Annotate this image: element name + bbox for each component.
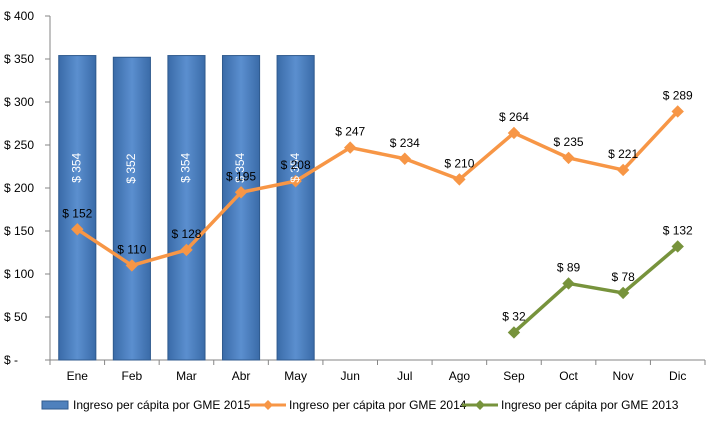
point-data-label: $ 152 <box>62 206 92 220</box>
data-point-marker <box>671 105 684 118</box>
bar-data-label: $ 354 <box>179 152 193 182</box>
bar-data-label: $ 354 <box>69 152 83 182</box>
x-tick-label: Ago <box>449 369 471 383</box>
data-point-marker <box>344 141 357 154</box>
data-point-marker <box>289 174 302 188</box>
y-tick-label: $ 400 <box>4 9 34 23</box>
legend: Ingreso per cápita por GME 2015 Ingreso p… <box>41 398 679 412</box>
data-point-marker <box>234 186 248 199</box>
x-tick-label: Mar <box>176 369 197 383</box>
x-tick-label: Jul <box>397 369 412 383</box>
x-tick-label: Sep <box>503 369 525 383</box>
series-line <box>76 110 679 268</box>
data-point-marker <box>453 173 466 186</box>
axes-group: $ - $ 50 $ 100 $ 150 $ 200 $ 250 $ 300 $ 350 $ 4… <box>4 9 706 383</box>
y-tick-label: $ 300 <box>4 95 34 109</box>
y-tick-label: $ 200 <box>4 181 34 195</box>
y-tick-label: $ 50 <box>4 310 28 324</box>
point-data-label: $ 78 <box>611 270 635 284</box>
data-point-marker <box>507 326 521 339</box>
x-tick-label: Feb <box>122 369 143 383</box>
data-point-marker <box>616 286 630 300</box>
bar <box>276 55 315 361</box>
legend-label: Ingreso per cápita por GME 2014 <box>289 398 467 412</box>
bar-data-label: $ 354 <box>288 152 302 182</box>
bar <box>58 55 97 361</box>
point-data-label: $ 235 <box>554 135 584 149</box>
bar <box>167 55 206 361</box>
point-data-label: $ 221 <box>608 147 638 161</box>
data-point-marker <box>507 126 521 140</box>
lines-group <box>71 105 684 339</box>
y-tick-label: $ 150 <box>4 224 34 238</box>
bars-group <box>58 55 315 361</box>
legend-swatch-marker <box>475 400 485 410</box>
y-tick-label: $ - <box>4 353 18 367</box>
data-point-marker <box>616 163 630 177</box>
point-data-label: $ 132 <box>663 223 693 237</box>
y-tick-label: $ 100 <box>4 267 34 281</box>
data-point-marker <box>398 152 411 165</box>
point-data-label: $ 210 <box>444 156 474 170</box>
data-point-marker <box>671 240 684 253</box>
point-data-label: $ 264 <box>499 110 529 124</box>
y-tick-label: $ 350 <box>4 52 34 66</box>
data-point-marker <box>180 243 193 257</box>
x-tick-label: Dic <box>669 369 686 383</box>
point-data-label: $ 289 <box>663 88 693 102</box>
legend-label: Ingreso per cápita por GME 2013 <box>501 398 679 412</box>
legend-swatch-bar <box>41 400 69 410</box>
legend-swatch-marker <box>263 400 273 410</box>
point-data-label: $ 234 <box>390 136 420 150</box>
point-data-label: $ 247 <box>335 125 365 139</box>
x-tick-label: Oct <box>559 369 578 383</box>
data-labels-group: $ 354 $ 352 $ 354 $ 354 $ 354 $ 152 $ 110 $ 128… <box>62 88 693 323</box>
x-tick-label: May <box>284 369 307 383</box>
legend-label: Ingreso per cápita por GME 2015 <box>73 398 251 412</box>
bar-data-label: $ 352 <box>124 153 138 183</box>
point-data-label: $ 32 <box>502 309 526 323</box>
series-line <box>512 245 679 334</box>
bar-data-label: $ 354 <box>233 152 247 182</box>
point-data-label: $ 89 <box>557 260 581 274</box>
point-data-label: $ 195 <box>226 169 256 183</box>
x-tick-label: Nov <box>612 369 633 383</box>
point-data-label: $ 208 <box>281 158 311 172</box>
data-point-marker <box>562 151 575 165</box>
data-point-marker <box>125 259 139 272</box>
data-point-marker <box>71 223 84 236</box>
y-tick-label: $ 250 <box>4 138 34 152</box>
x-tick-label: Jun <box>341 369 360 383</box>
point-data-label: $ 110 <box>117 242 146 256</box>
x-tick-label: Abr <box>232 369 251 383</box>
bar <box>112 56 151 361</box>
data-point-marker <box>562 277 575 290</box>
point-data-label: $ 128 <box>171 227 201 241</box>
x-tick-label: Ene <box>67 369 89 383</box>
